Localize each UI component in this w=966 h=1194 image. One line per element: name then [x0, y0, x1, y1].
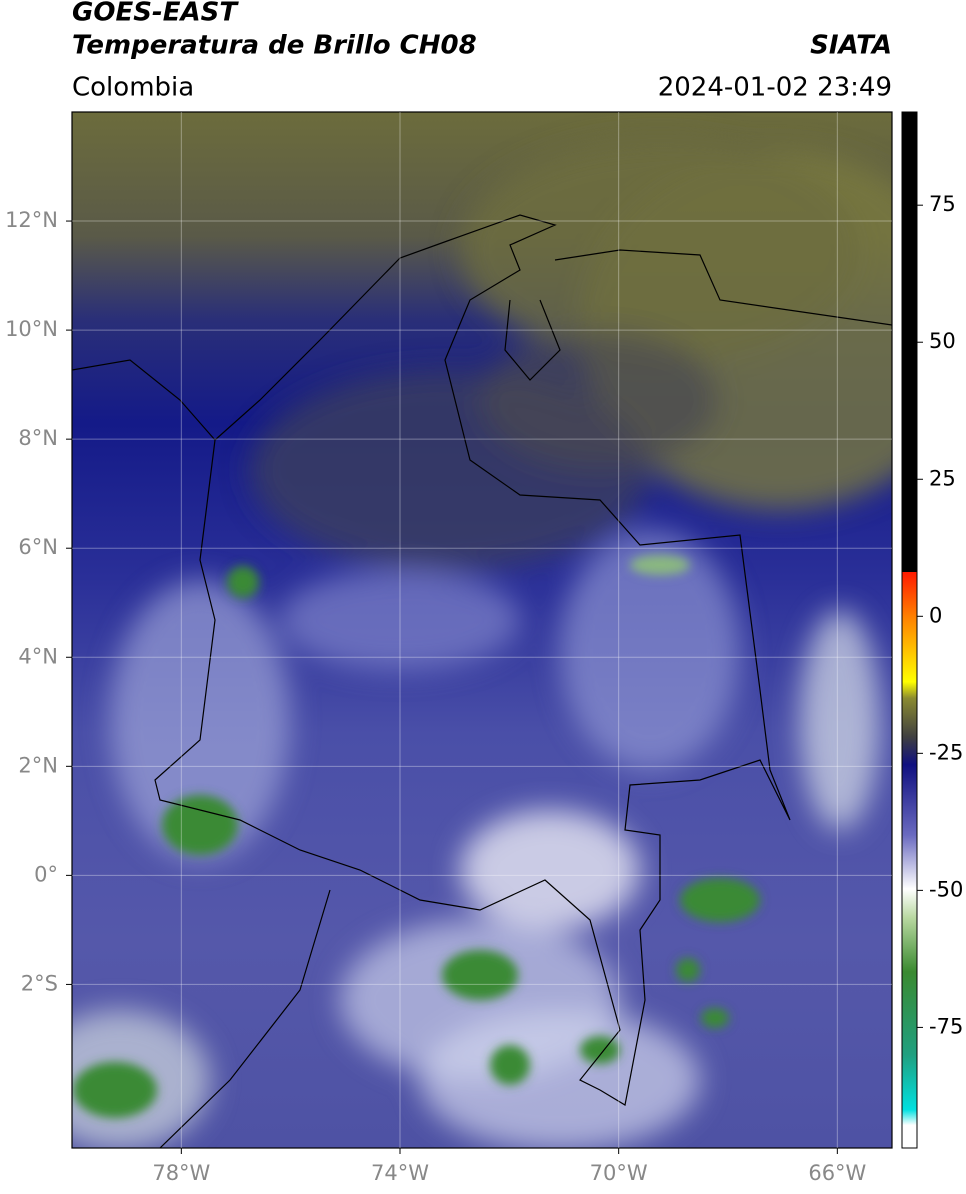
source: SIATA	[810, 31, 892, 61]
graticule	[72, 112, 892, 1148]
subtitle: Temperatura de Brillo CH08	[72, 31, 477, 61]
colorbar-tick-label: -75	[929, 1014, 963, 1038]
lat-tick-label: 2°S	[21, 971, 58, 995]
lat-tick-label: 10°N	[5, 317, 58, 341]
lon-tick-label: 78°W	[152, 1161, 210, 1185]
map-frame	[71, 111, 893, 1149]
colorbar	[901, 111, 918, 1149]
lon-tick-label: 66°W	[808, 1161, 866, 1185]
satellite-image	[72, 112, 892, 1148]
lon-tick-label: 74°W	[371, 1161, 429, 1185]
lat-tick-label: 12°N	[5, 208, 58, 232]
colorbar-tick-label: 50	[929, 329, 956, 353]
region: Colombia	[72, 73, 194, 103]
title: GOES-EAST	[72, 0, 239, 28]
colorbar-tick-label: -50	[929, 877, 963, 901]
lat-tick-label: 6°N	[18, 535, 58, 559]
lat-tick-label: 2°N	[18, 753, 58, 777]
lon-tick-label: 70°W	[590, 1161, 648, 1185]
colorbar-tick-label: 75	[929, 192, 956, 216]
timestamp: 2024-01-02 23:49	[658, 73, 892, 103]
lat-tick-label: 0°	[34, 862, 58, 886]
colorbar-tick-label: 25	[929, 466, 956, 490]
colorbar-tick-label: 0	[929, 603, 942, 627]
lat-tick-label: 8°N	[18, 426, 58, 450]
colorbar-tick-label: -25	[929, 740, 963, 764]
lat-tick-label: 4°N	[18, 644, 58, 668]
